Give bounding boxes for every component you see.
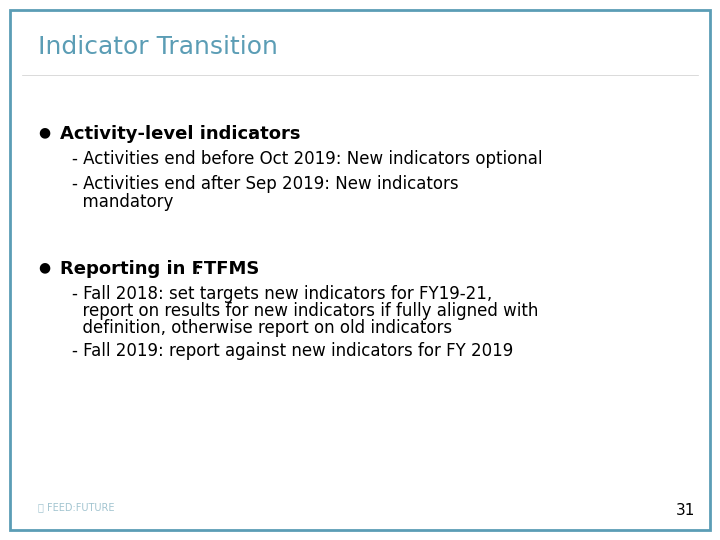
Text: - Activities end before Oct 2019: New indicators optional: - Activities end before Oct 2019: New in…	[72, 150, 542, 168]
Text: Activity-level indicators: Activity-level indicators	[60, 125, 300, 143]
Text: definition, otherwise report on old indicators: definition, otherwise report on old indi…	[72, 319, 452, 337]
Text: Indicator Transition: Indicator Transition	[38, 35, 278, 59]
Text: mandatory: mandatory	[72, 193, 174, 211]
Text: - Fall 2019: report against new indicators for FY 2019: - Fall 2019: report against new indicato…	[72, 342, 513, 360]
Text: report on results for new indicators if fully aligned with: report on results for new indicators if …	[72, 302, 539, 320]
Text: - Fall 2018: set targets new indicators for FY19-21,: - Fall 2018: set targets new indicators …	[72, 285, 492, 303]
Text: ●: ●	[38, 260, 50, 274]
Text: Reporting in FTFMS: Reporting in FTFMS	[60, 260, 259, 278]
Text: :: :	[248, 125, 253, 143]
Text: :: :	[195, 260, 201, 278]
Text: 31: 31	[675, 503, 695, 518]
Text: 🌐 FEED:FUTURE: 🌐 FEED:FUTURE	[38, 502, 114, 512]
Text: ●: ●	[38, 125, 50, 139]
Text: - Activities end after Sep 2019: New indicators: - Activities end after Sep 2019: New ind…	[72, 175, 459, 193]
